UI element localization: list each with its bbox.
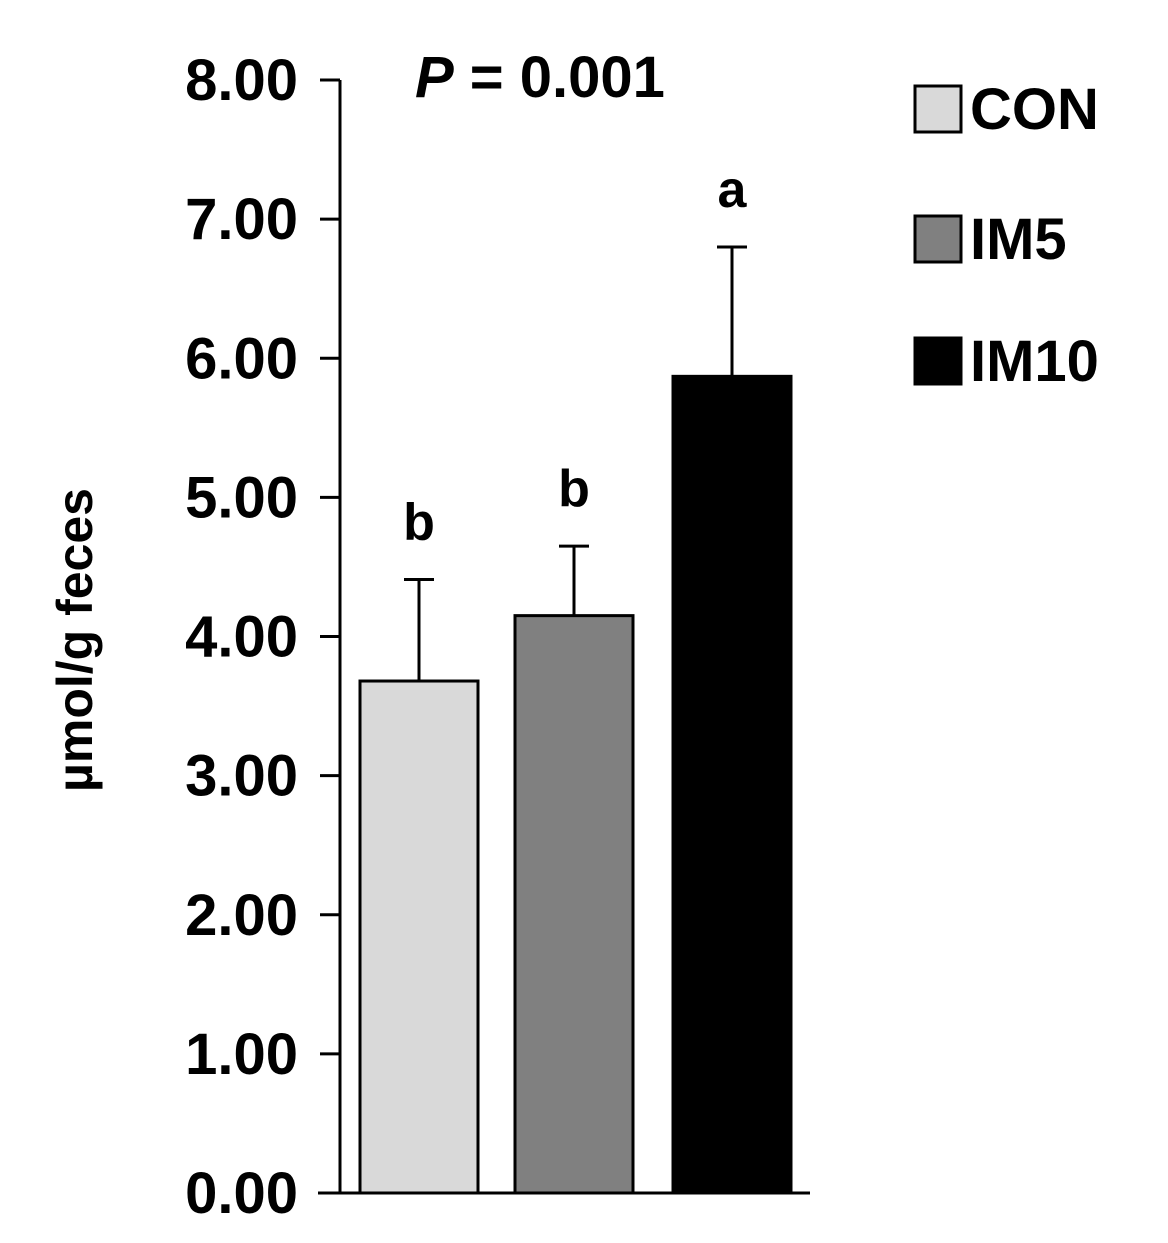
y-tick-label: 4.00 (185, 605, 298, 670)
y-tick-label: 2.00 (185, 883, 298, 948)
bar-con (358, 679, 480, 1195)
y-tick-label: 7.00 (185, 187, 298, 252)
p-value-text: = 0.001 (454, 45, 665, 110)
axes-group (318, 80, 810, 1195)
legend-label: CON (970, 77, 1099, 142)
y-tick-label: 8.00 (185, 48, 298, 113)
legend-swatch (913, 84, 963, 134)
significance-letter: b (403, 493, 435, 551)
legend: CON IM5 IM10 (913, 77, 1099, 394)
legend-swatch (913, 214, 963, 264)
y-tick-label: 5.00 (185, 465, 298, 530)
significance-letter: a (718, 161, 748, 219)
y-tick-label: 0.00 (185, 1161, 298, 1226)
bars-group: b b a (358, 161, 793, 1195)
bar-im10 (671, 374, 793, 1195)
y-axis-title: µmol/g feces (47, 488, 103, 792)
p-value-annotation: P = 0.001 (415, 45, 665, 110)
y-tick-label: 3.00 (185, 744, 298, 809)
legend-label: IM10 (970, 329, 1099, 394)
y-axis-ticks: 0.00 1.00 2.00 3.00 4.00 5.00 6.00 7.00 8.00 (185, 48, 340, 1226)
p-symbol: P (415, 45, 454, 110)
significance-letter: b (558, 460, 590, 518)
y-tick-label: 1.00 (185, 1022, 298, 1087)
legend-swatch (913, 336, 963, 386)
legend-label: IM5 (970, 207, 1067, 272)
y-tick-label: 6.00 (185, 326, 298, 391)
bar-im5 (513, 614, 635, 1195)
